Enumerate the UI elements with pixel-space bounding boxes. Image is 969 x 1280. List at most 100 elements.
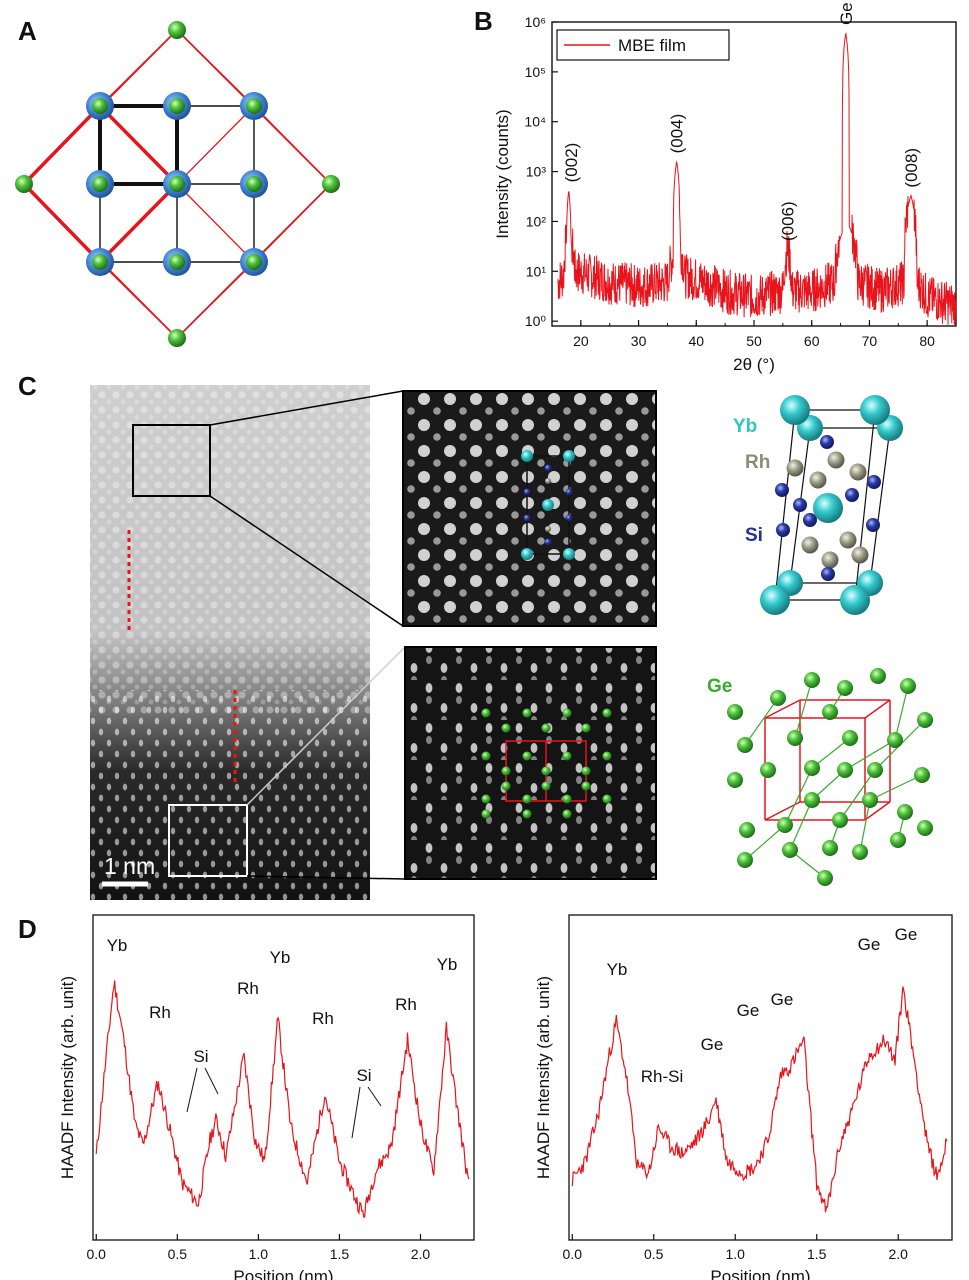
green-atom [168, 329, 186, 347]
x-tick-label: 0.5 [168, 1246, 188, 1262]
x-tick-label: 0.5 [644, 1246, 664, 1262]
rh-atom [809, 471, 827, 489]
x-tick-label: 20 [573, 333, 589, 349]
x-tick-label: 0.0 [563, 1246, 583, 1262]
peak-label: Ge [737, 1001, 760, 1020]
panel-b-letter: B [474, 6, 493, 36]
si-atom [867, 475, 881, 489]
lattice-diagonal [176, 261, 255, 339]
green-atom [246, 98, 262, 114]
zoom-connector-4 [246, 875, 406, 880]
yb-atom [521, 548, 533, 560]
peak-label: (006) [778, 201, 797, 241]
x-tick-label: 70 [862, 333, 878, 349]
label-ge: Ge [707, 676, 732, 697]
green-atom [15, 175, 33, 193]
cell-edge [764, 699, 801, 719]
cell-edge [774, 409, 796, 601]
haadf-curve [571, 986, 948, 1213]
y-axis-label: HAADF Intensity (arb. unit) [58, 976, 77, 1179]
ge-atom [852, 844, 868, 860]
yb-atom [542, 499, 554, 511]
ge-atom [501, 723, 511, 733]
green-atom [169, 254, 185, 270]
panel-b-xrd-chart: 20 30 40 50 60 70 80 10⁰ 10¹ 10² 10³ 10⁴ 10⁵ 10⁶ 2θ (°… [493, 0, 957, 374]
panel-c-letter: C [18, 371, 37, 401]
ge-atom [481, 809, 491, 819]
si-atom [793, 498, 807, 512]
peak-label: Yb [607, 960, 628, 979]
ge-atom [804, 760, 820, 776]
x-tick-label: 40 [688, 333, 704, 349]
ge-atom [837, 762, 853, 778]
ge-atom [562, 751, 572, 761]
y-tick-label: 10⁶ [525, 14, 546, 30]
green-atom [92, 254, 108, 270]
ge-atom [837, 680, 853, 696]
ge-atom [481, 794, 491, 804]
ge-bond [744, 824, 786, 861]
si-atom [821, 567, 835, 581]
peak-label: (008) [902, 148, 921, 188]
si-arrow [186, 1067, 198, 1113]
x-tick-label: 2.0 [411, 1246, 431, 1262]
green-atom [169, 176, 185, 192]
cell-edge [864, 801, 891, 821]
x-tick-label: 80 [919, 333, 935, 349]
stem-lower-texture [90, 690, 370, 900]
ge-bond [859, 799, 871, 853]
ge-bond [869, 774, 923, 801]
ge-atom [562, 794, 572, 804]
si-arrow [367, 1086, 382, 1107]
cell-edge [854, 409, 876, 601]
green-atom [246, 254, 262, 270]
ge-atom [481, 751, 491, 761]
ge-atom [917, 820, 933, 836]
ge-atom [501, 766, 511, 776]
zoom-image-top [402, 390, 657, 627]
ge-atom [581, 766, 591, 776]
ge-atom [541, 781, 551, 791]
ge-atom [897, 804, 913, 820]
label-rh: Rh [745, 452, 770, 473]
x-tick-label: 50 [746, 333, 762, 349]
zoom-image-bottom [404, 646, 657, 880]
peak-label: Rh [149, 1003, 171, 1022]
green-atom [92, 98, 108, 114]
ge-bond [894, 685, 909, 741]
zoom-connector-2 [209, 495, 404, 627]
panel-d-letter: D [18, 914, 37, 944]
green-atom [322, 175, 340, 193]
ge-bond [794, 679, 813, 739]
ge-atom [782, 842, 798, 858]
x-tick-label: 1.5 [330, 1246, 350, 1262]
ge-atom [739, 822, 755, 838]
zoom-connector-1 [209, 390, 404, 426]
panel-a-lattice-diagram [15, 21, 340, 347]
haadf-curve [95, 980, 470, 1218]
yb-atom [840, 585, 870, 615]
ge-atom [900, 678, 916, 694]
ge-atom [760, 762, 776, 778]
ge-atom [822, 704, 838, 720]
y-tick-label: 10⁰ [525, 313, 547, 329]
yb-atom [813, 493, 843, 523]
si-atom [544, 464, 552, 472]
lattice-diagonal [253, 183, 332, 263]
x-tick-label: 60 [804, 333, 820, 349]
lattice-diagonal [176, 29, 255, 107]
ge-atom [777, 817, 793, 833]
ge-atom [602, 751, 612, 761]
yb-atom [760, 585, 790, 615]
si-atom [544, 538, 552, 546]
ge-atom [581, 781, 591, 791]
peak-label: (004) [668, 114, 687, 154]
green-atom [169, 98, 185, 114]
si-atom [820, 435, 834, 449]
yb-atom [563, 548, 575, 560]
zoom-connector-3 [246, 646, 406, 806]
ge-atom [541, 766, 551, 776]
si-atom [845, 488, 859, 502]
ge-atom [602, 794, 612, 804]
si-atom [523, 514, 531, 522]
